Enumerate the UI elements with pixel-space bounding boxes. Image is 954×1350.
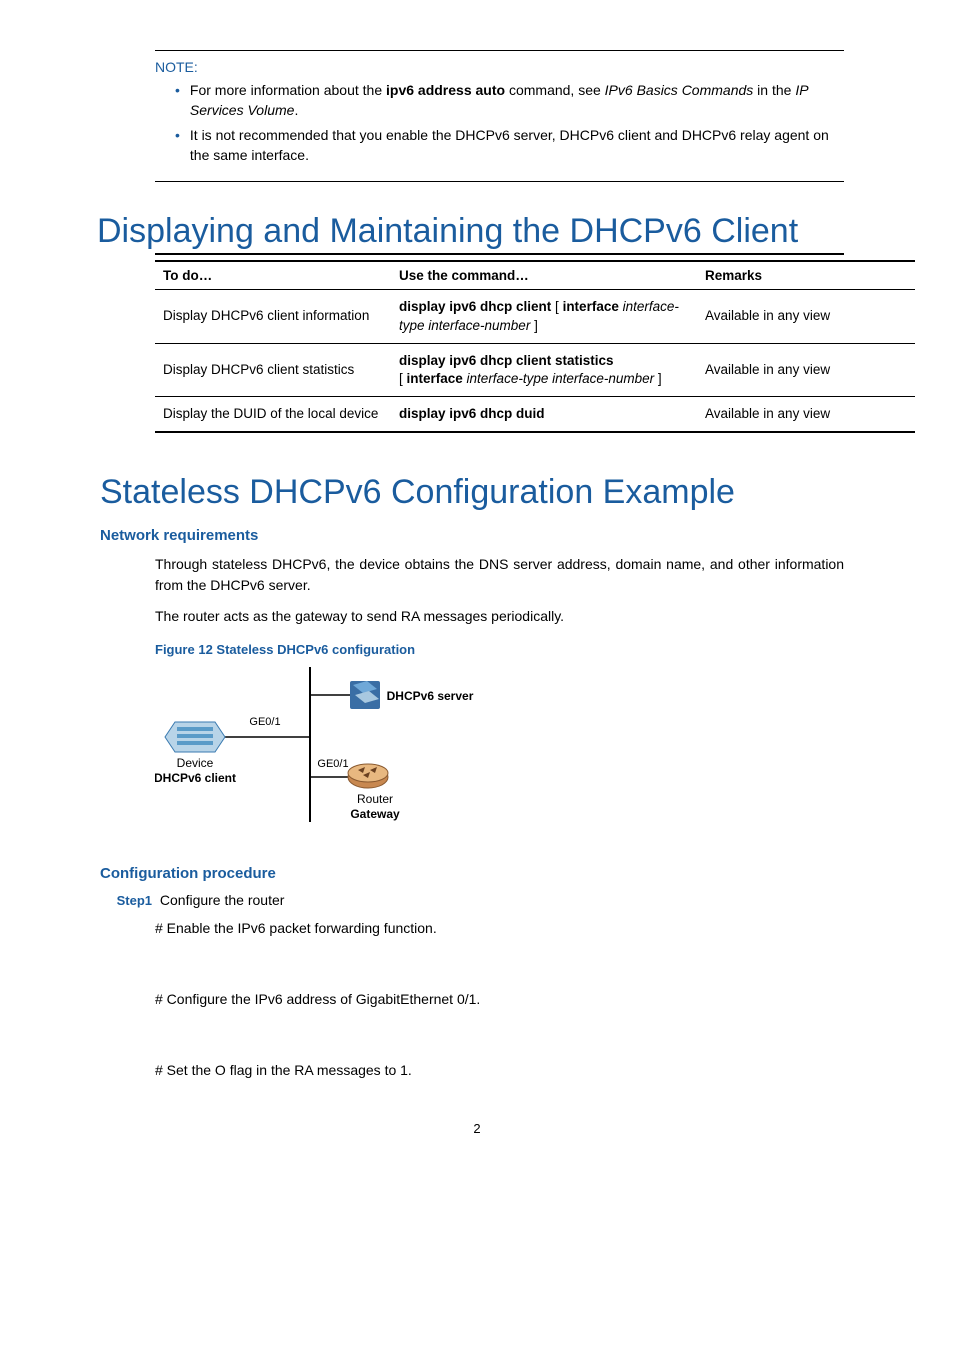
- td-remarks: Available in any view: [697, 290, 915, 343]
- heading-network-req: Network requirements: [100, 527, 894, 544]
- note-bullet-2: • It is not recommended that you enable …: [175, 126, 844, 165]
- td-cmd: display ipv6 dhcp client [ interface int…: [391, 290, 697, 343]
- t: [: [399, 371, 407, 386]
- heading-config-proc: Configuration procedure: [100, 865, 894, 882]
- t: For more information about the: [190, 82, 386, 98]
- t: ]: [654, 371, 662, 386]
- command-table: To do… Use the command… Remarks Display …: [155, 260, 915, 433]
- diagram-svg: GE0/1 Device DHCPv6 client DHCPv6 server…: [155, 667, 485, 837]
- t: command, see: [505, 82, 605, 98]
- page-number: 2: [60, 1121, 894, 1136]
- table-row: Display DHCPv6 client statistics display…: [155, 343, 915, 396]
- t: ipv6 address auto: [386, 82, 505, 98]
- t: display ipv6 dhcp duid: [399, 406, 545, 421]
- td-todo: Display DHCPv6 client information: [155, 290, 391, 343]
- note-text-2: It is not recommended that you enable th…: [190, 126, 844, 165]
- t: in the: [753, 82, 795, 98]
- td-todo: Display the DUID of the local device: [155, 397, 391, 433]
- server-icon: [350, 681, 380, 709]
- td-todo: Display DHCPv6 client statistics: [155, 343, 391, 396]
- td-remarks: Available in any view: [697, 397, 915, 433]
- t: interface: [563, 299, 619, 314]
- th-todo: To do…: [155, 261, 391, 290]
- step-label: Step1: [116, 893, 152, 908]
- bullet-icon: •: [175, 126, 180, 165]
- t: ]: [530, 318, 538, 333]
- label-dhcp-server: DHCPv6 server: [387, 689, 474, 703]
- step-1: Step1 Configure the router: [116, 892, 894, 908]
- para-net-req-1: Through stateless DHCPv6, the device obt…: [155, 554, 844, 596]
- label-router: Router: [357, 792, 393, 806]
- t: .: [294, 102, 298, 118]
- t: interface: [407, 371, 463, 386]
- heading-displaying: Displaying and Maintaining the DHCPv6 Cl…: [155, 212, 844, 255]
- device-icon: [165, 722, 225, 752]
- figure-caption: Figure 12 Stateless DHCPv6 configuration: [155, 642, 894, 657]
- table-row: Display DHCPv6 client information displa…: [155, 290, 915, 343]
- label-device: Device: [177, 756, 214, 770]
- table-row: Display the DUID of the local device dis…: [155, 397, 915, 433]
- network-diagram: GE0/1 Device DHCPv6 client DHCPv6 server…: [155, 667, 894, 840]
- th-remarks: Remarks: [697, 261, 915, 290]
- label-dhcp-client: DHCPv6 client: [155, 771, 236, 785]
- t: display ipv6 dhcp client: [399, 299, 551, 314]
- note-box: NOTE: • For more information about the i…: [155, 50, 844, 182]
- label-ge01-right: GE0/1: [317, 758, 348, 770]
- note-label: NOTE:: [155, 59, 844, 75]
- label-ge01-left: GE0/1: [249, 716, 280, 728]
- para-conf-1: # Enable the IPv6 packet forwarding func…: [155, 918, 844, 939]
- t: display ipv6 dhcp client statistics: [399, 353, 614, 368]
- para-conf-3: # Set the O flag in the RA messages to 1…: [155, 1060, 844, 1081]
- t: IPv6 Basics Commands: [605, 82, 754, 98]
- router-icon: [348, 764, 388, 788]
- td-cmd: display ipv6 dhcp duid: [391, 397, 697, 433]
- note-bullet-1: • For more information about the ipv6 ad…: [175, 81, 844, 120]
- th-cmd: Use the command…: [391, 261, 697, 290]
- bullet-icon: •: [175, 81, 180, 120]
- td-cmd: display ipv6 dhcp client statistics [ in…: [391, 343, 697, 396]
- label-gateway: Gateway: [350, 807, 400, 821]
- td-remarks: Available in any view: [697, 343, 915, 396]
- step-text: Configure the router: [160, 892, 285, 908]
- t: [: [551, 299, 562, 314]
- para-conf-2: # Configure the IPv6 address of GigabitE…: [155, 989, 844, 1010]
- note-text-1: For more information about the ipv6 addr…: [190, 81, 844, 120]
- heading-stateless: Stateless DHCPv6 Configuration Example: [100, 473, 894, 512]
- t: interface-type interface-number: [463, 371, 654, 386]
- para-net-req-2: The router acts as the gateway to send R…: [155, 606, 844, 627]
